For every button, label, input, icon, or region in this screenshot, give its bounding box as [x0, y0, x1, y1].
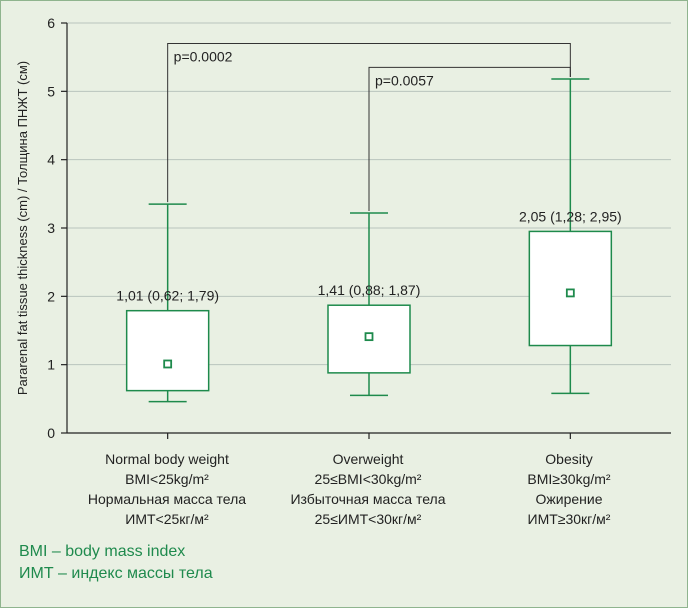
- category-label-normal: Normal body weight BMI<25kg/m² Нормальна…: [57, 449, 277, 529]
- median-marker: [364, 332, 374, 342]
- footnote-bmi: BMI – body mass index: [19, 543, 186, 560]
- footnotes: BMI – body mass index ИМТ – индекс массы…: [19, 541, 213, 585]
- p-value-label: p=0.0057: [375, 72, 434, 88]
- y-tick-label: 5: [47, 83, 55, 99]
- y-tick-label: 4: [47, 152, 55, 168]
- y-tick-label: 0: [47, 425, 55, 441]
- category-label-line: 25≤BMI<30kg/m²: [314, 471, 422, 487]
- box-value-label: 1,41 (0,88; 1,87): [318, 282, 421, 298]
- category-label-line: BMI<25kg/m²: [125, 471, 209, 487]
- median-marker: [565, 288, 575, 298]
- footnote-imt: ИМТ – индекс массы тела: [19, 565, 213, 582]
- significance-bracket: [368, 66, 571, 211]
- median-marker: [163, 359, 173, 369]
- significance-bracket: [167, 43, 571, 203]
- category-label-line: BMI≥30kg/m²: [527, 471, 611, 487]
- p-value-label: p=0.0002: [174, 49, 233, 65]
- y-tick-label: 3: [47, 220, 55, 236]
- y-axis-label: Pararenal fat tissue thickness (cm) / То…: [15, 61, 30, 395]
- category-label-obesity: Obesity BMI≥30kg/m² Ожирение ИМТ≥30кг/м²: [459, 449, 679, 529]
- category-label-line: ИМТ<25кг/м²: [125, 511, 209, 527]
- iqr-box: [528, 230, 613, 347]
- box-value-label: 1,01 (0,62; 1,79): [116, 288, 219, 304]
- y-tick-label: 1: [47, 357, 55, 373]
- category-label-line: Normal body weight: [105, 451, 229, 467]
- category-label-line: ИМТ≥30кг/м²: [527, 511, 611, 527]
- category-label-line: Ожирение: [535, 491, 603, 507]
- iqr-box: [125, 309, 210, 392]
- y-tick-label: 6: [47, 15, 55, 31]
- category-label-line: Нормальная масса тела: [87, 491, 247, 507]
- category-label-line: Obesity: [545, 451, 593, 467]
- category-label-line: Избыточная масса тела: [290, 491, 446, 507]
- category-label-line: 25≤ИМТ<30кг/м²: [314, 511, 422, 527]
- box-value-label: 2,05 (1,28; 2,95): [519, 208, 622, 224]
- category-label-line: Overweight: [332, 451, 404, 467]
- category-label-overweight: Overweight 25≤BMI<30kg/m² Избыточная мас…: [258, 449, 478, 529]
- y-tick-label: 2: [47, 288, 55, 304]
